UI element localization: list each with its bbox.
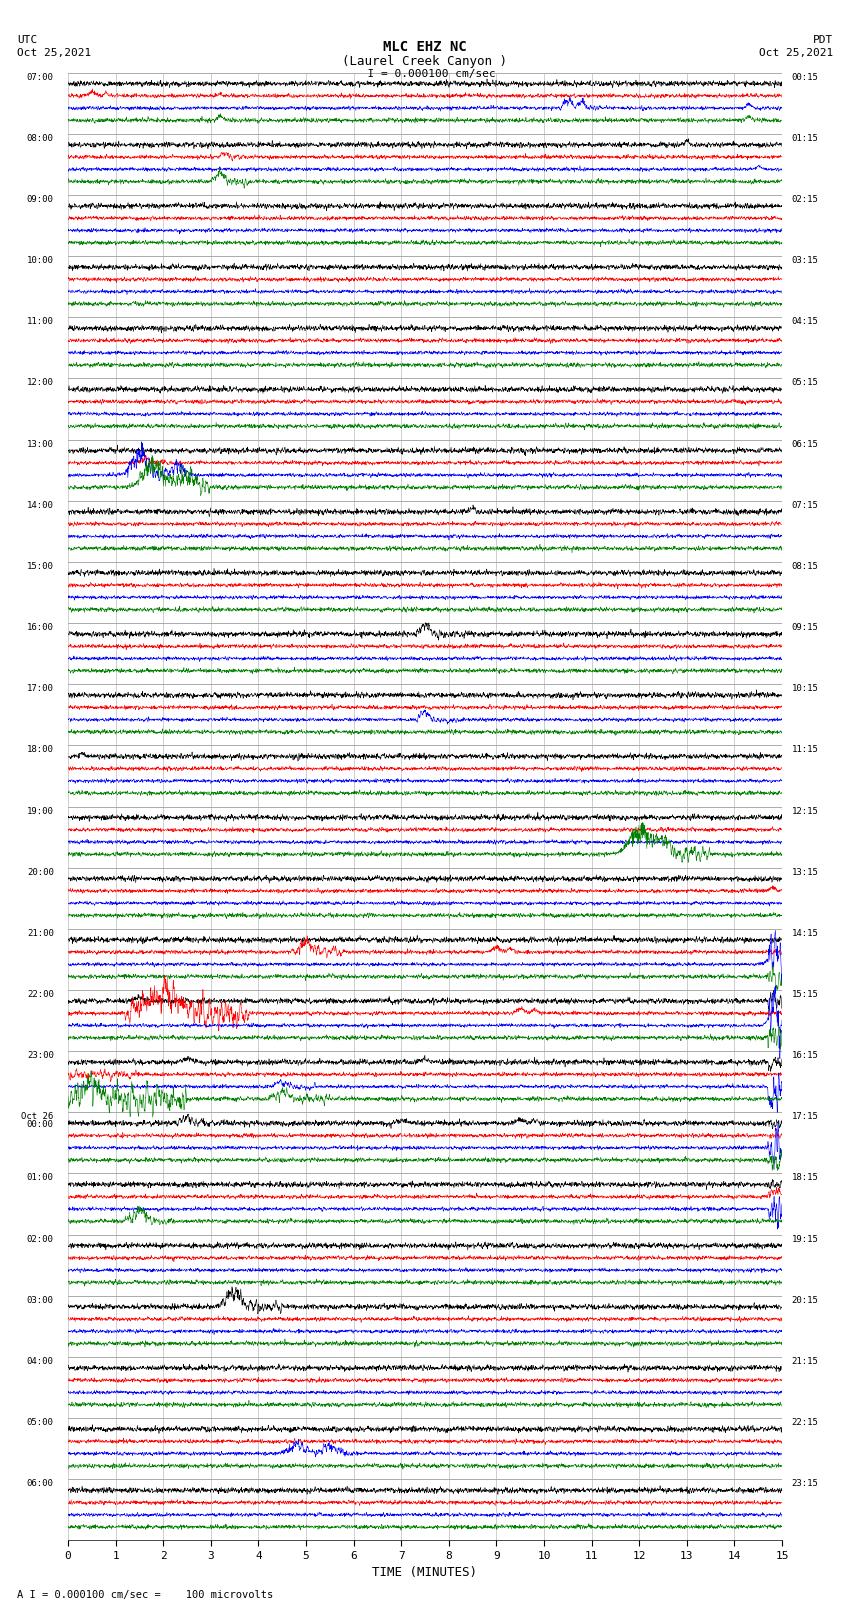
Text: 12:00: 12:00 — [27, 379, 54, 387]
Text: 21:00: 21:00 — [27, 929, 54, 937]
Text: 20:00: 20:00 — [27, 868, 54, 876]
Text: 23:15: 23:15 — [791, 1479, 819, 1489]
Text: 11:00: 11:00 — [27, 318, 54, 326]
Text: 08:00: 08:00 — [27, 134, 54, 142]
Text: 22:00: 22:00 — [27, 990, 54, 998]
Text: A I = 0.000100 cm/sec =    100 microvolts: A I = 0.000100 cm/sec = 100 microvolts — [17, 1590, 273, 1600]
Text: 00:15: 00:15 — [791, 73, 819, 82]
Text: 08:15: 08:15 — [791, 561, 819, 571]
Text: UTC: UTC — [17, 35, 37, 45]
Text: 14:00: 14:00 — [27, 500, 54, 510]
Text: 15:00: 15:00 — [27, 561, 54, 571]
X-axis label: TIME (MINUTES): TIME (MINUTES) — [372, 1566, 478, 1579]
Text: 05:15: 05:15 — [791, 379, 819, 387]
Text: 06:15: 06:15 — [791, 440, 819, 448]
Text: 13:00: 13:00 — [27, 440, 54, 448]
Text: 17:00: 17:00 — [27, 684, 54, 694]
Text: Oct 26: Oct 26 — [21, 1113, 54, 1121]
Text: 10:00: 10:00 — [27, 256, 54, 265]
Text: 07:15: 07:15 — [791, 500, 819, 510]
Text: 01:15: 01:15 — [791, 134, 819, 142]
Text: 13:15: 13:15 — [791, 868, 819, 876]
Text: 19:00: 19:00 — [27, 806, 54, 816]
Text: 21:15: 21:15 — [791, 1357, 819, 1366]
Text: 10:15: 10:15 — [791, 684, 819, 694]
Text: Oct 25,2021: Oct 25,2021 — [17, 48, 91, 58]
Text: 02:15: 02:15 — [791, 195, 819, 203]
Text: I = 0.000100 cm/sec: I = 0.000100 cm/sec — [354, 69, 496, 79]
Text: (Laurel Creek Canyon ): (Laurel Creek Canyon ) — [343, 55, 507, 68]
Text: Oct 25,2021: Oct 25,2021 — [759, 48, 833, 58]
Text: 03:15: 03:15 — [791, 256, 819, 265]
Text: 01:00: 01:00 — [27, 1174, 54, 1182]
Text: 07:00: 07:00 — [27, 73, 54, 82]
Text: PDT: PDT — [813, 35, 833, 45]
Text: 04:00: 04:00 — [27, 1357, 54, 1366]
Text: 09:15: 09:15 — [791, 623, 819, 632]
Text: 20:15: 20:15 — [791, 1295, 819, 1305]
Text: 16:00: 16:00 — [27, 623, 54, 632]
Text: 16:15: 16:15 — [791, 1052, 819, 1060]
Text: 14:15: 14:15 — [791, 929, 819, 937]
Text: 18:15: 18:15 — [791, 1174, 819, 1182]
Text: 12:15: 12:15 — [791, 806, 819, 816]
Text: 15:15: 15:15 — [791, 990, 819, 998]
Text: 17:15: 17:15 — [791, 1113, 819, 1121]
Text: 05:00: 05:00 — [27, 1418, 54, 1428]
Text: 09:00: 09:00 — [27, 195, 54, 203]
Text: MLC EHZ NC: MLC EHZ NC — [383, 40, 467, 55]
Text: 22:15: 22:15 — [791, 1418, 819, 1428]
Text: 18:00: 18:00 — [27, 745, 54, 755]
Text: 23:00: 23:00 — [27, 1052, 54, 1060]
Text: 00:00: 00:00 — [27, 1119, 54, 1129]
Text: 06:00: 06:00 — [27, 1479, 54, 1489]
Text: 04:15: 04:15 — [791, 318, 819, 326]
Text: 02:00: 02:00 — [27, 1234, 54, 1244]
Text: 11:15: 11:15 — [791, 745, 819, 755]
Text: 19:15: 19:15 — [791, 1234, 819, 1244]
Text: 03:00: 03:00 — [27, 1295, 54, 1305]
